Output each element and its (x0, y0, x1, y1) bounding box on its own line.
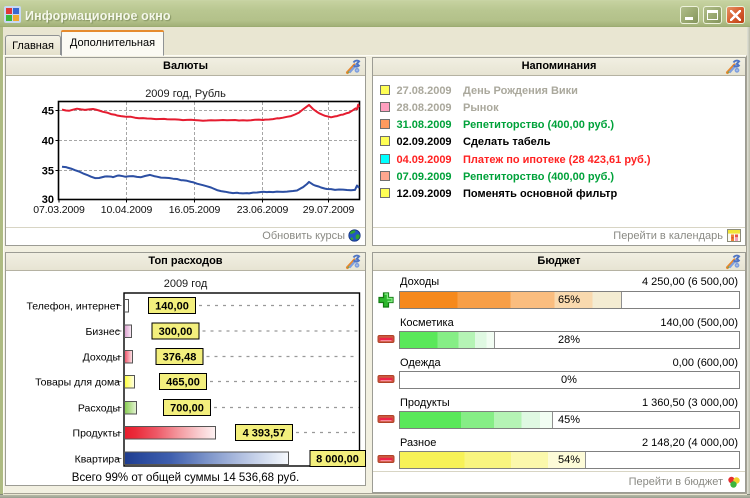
svg-text:8 000,00: 8 000,00 (316, 454, 359, 466)
svg-text:10.04.2009: 10.04.2009 (101, 204, 153, 216)
svg-text:23.06.2009: 23.06.2009 (237, 204, 289, 216)
svg-text:Товары для дома: Товары для дома (35, 377, 120, 389)
svg-text:376,48: 376,48 (163, 352, 197, 364)
svg-text:35: 35 (42, 166, 54, 178)
svg-text:700,00: 700,00 (170, 403, 204, 415)
svg-text:465,00: 465,00 (166, 377, 200, 389)
svg-text:30: 30 (42, 194, 54, 206)
svg-text:40: 40 (42, 136, 54, 148)
svg-text:29.07.2009: 29.07.2009 (303, 204, 355, 216)
svg-text:16.05.2009: 16.05.2009 (169, 204, 221, 216)
svg-text:140,00: 140,00 (155, 301, 189, 313)
svg-text:4 393,57: 4 393,57 (243, 428, 286, 440)
svg-text:07.03.2009: 07.03.2009 (33, 204, 85, 216)
svg-text:Расходы: Расходы (78, 403, 120, 415)
svg-text:45: 45 (42, 106, 54, 118)
svg-text:Продукты: Продукты (73, 428, 120, 440)
svg-text:300,00: 300,00 (159, 326, 193, 338)
svg-text:Телефон, интернет: Телефон, интернет (26, 301, 120, 313)
svg-text:Бизнес: Бизнес (86, 326, 120, 338)
svg-text:Квартира: Квартира (75, 454, 121, 466)
svg-text:Доходы: Доходы (83, 352, 120, 364)
